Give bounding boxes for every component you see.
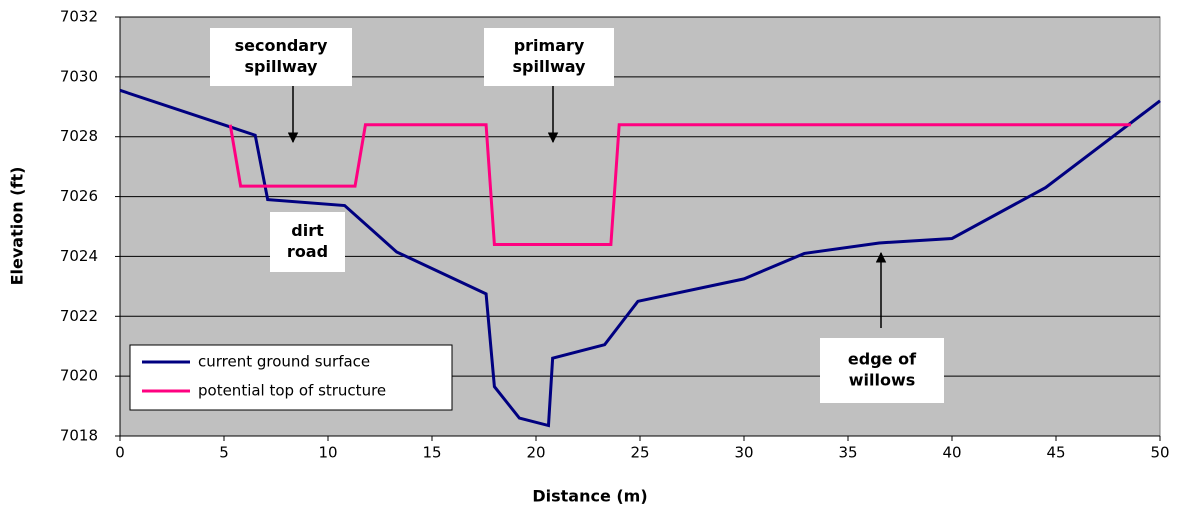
x-tick-label: 35 [838,444,857,462]
y-tick-label: 7032 [60,8,98,26]
y-tick-label: 7024 [60,247,98,265]
y-tick-label: 7030 [60,67,98,85]
x-tick-label: 45 [1046,444,1065,462]
annotation-text: spillway [513,57,587,76]
y-tick-label: 7018 [60,427,98,445]
annotation-box [270,212,345,272]
x-axis-label: Distance (m) [532,487,647,506]
x-tick-label: 10 [318,444,337,462]
annotation-box [210,28,352,86]
annotation-text: edge of [848,350,917,369]
annotation-text: primary [514,36,585,55]
legend [129,344,453,411]
y-tick-label: 7028 [60,127,98,145]
legend-label: current ground surface [198,353,370,371]
x-tick-label: 15 [422,444,441,462]
annotation-text: road [287,242,328,261]
y-axis-label: Elevation (ft) [8,167,27,286]
x-tick-label: 40 [942,444,961,462]
y-tick-label: 7026 [60,187,98,205]
annotation-box [484,28,614,86]
series-line [119,88,1161,428]
x-tick-label: 50 [1150,444,1169,462]
annotation-text: dirt [291,221,324,240]
annotation-text: willows [849,371,916,390]
legend-label: potential top of structure [198,382,386,400]
annotation-text: secondary [235,36,328,55]
y-tick-label: 7020 [60,367,98,385]
x-tick-label: 5 [219,444,229,462]
series-line [228,123,1131,246]
x-tick-label: 20 [526,444,545,462]
y-tick-label: 7022 [60,307,98,325]
x-tick-label: 30 [734,444,753,462]
annotation-box [820,338,944,403]
x-tick-label: 0 [115,444,125,462]
annotation-text: spillway [245,57,319,76]
x-tick-label: 25 [630,444,649,462]
